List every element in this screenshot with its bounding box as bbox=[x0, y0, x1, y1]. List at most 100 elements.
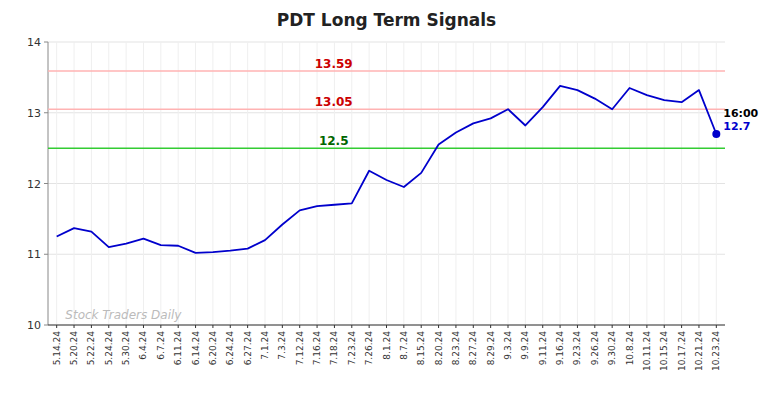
grid-line bbox=[612, 42, 613, 325]
x-tick-label: 8.7.24 bbox=[399, 331, 409, 360]
grid-line bbox=[212, 42, 213, 325]
y-tick-label: 11 bbox=[27, 248, 41, 261]
x-tick-label: 6.11.24 bbox=[173, 331, 183, 366]
x-tick bbox=[455, 325, 456, 328]
grid-line bbox=[421, 42, 422, 325]
x-tick-label: 10.17.24 bbox=[677, 331, 687, 371]
x-tick bbox=[386, 325, 387, 328]
x-tick bbox=[334, 325, 335, 328]
y-tick bbox=[44, 112, 48, 113]
x-tick bbox=[299, 325, 300, 328]
x-tick bbox=[716, 325, 717, 328]
x-tick-label: 5.22.24 bbox=[86, 331, 96, 366]
x-tick bbox=[178, 325, 179, 328]
grid-line bbox=[681, 42, 682, 325]
chart: Stock Traders Daily10111213145.14.245.20… bbox=[0, 0, 784, 398]
x-tick bbox=[473, 325, 474, 328]
x-tick-label: 10.23.24 bbox=[711, 331, 721, 371]
x-tick bbox=[525, 325, 526, 328]
grid-line bbox=[629, 42, 630, 325]
grid-line bbox=[473, 42, 474, 325]
grid-line bbox=[195, 42, 196, 325]
grid-line bbox=[299, 42, 300, 325]
x-tick-label: 6.20.24 bbox=[208, 331, 218, 366]
x-tick-label: 6.27.24 bbox=[243, 331, 253, 366]
x-tick-label: 7.18.24 bbox=[329, 331, 339, 366]
x-tick bbox=[126, 325, 127, 328]
x-tick-label: 8.27.24 bbox=[468, 331, 478, 366]
x-tick bbox=[612, 325, 613, 328]
grid-line bbox=[160, 42, 161, 325]
x-tick-label: 5.30.24 bbox=[121, 331, 131, 366]
x-tick bbox=[195, 325, 196, 328]
grid-line bbox=[698, 42, 699, 325]
grid-line bbox=[317, 42, 318, 325]
x-tick-label: 8.20.24 bbox=[434, 331, 444, 366]
y-tick-label: 14 bbox=[27, 36, 41, 49]
x-tick-label: 7.3.24 bbox=[277, 331, 287, 360]
x-tick-label: 7.12.24 bbox=[295, 331, 305, 366]
grid-line bbox=[577, 42, 578, 325]
grid bbox=[48, 42, 725, 325]
x-tick-label: 10.11.24 bbox=[642, 331, 652, 371]
x-tick bbox=[108, 325, 109, 328]
reference-label: 13.59 bbox=[315, 57, 353, 71]
x-tick bbox=[230, 325, 231, 328]
grid-line bbox=[490, 42, 491, 325]
x-tick-label: 5.24.24 bbox=[104, 331, 114, 366]
line bbox=[57, 86, 717, 253]
grid-line bbox=[247, 42, 248, 325]
x-tick-label: 9.30.24 bbox=[607, 331, 617, 366]
watermark: Stock Traders Daily bbox=[65, 308, 182, 322]
grid-line bbox=[282, 42, 283, 325]
grid-line bbox=[178, 42, 179, 325]
reference-line bbox=[48, 70, 725, 72]
plot-area bbox=[48, 71, 725, 253]
x-tick-label: 7.23.24 bbox=[347, 331, 357, 366]
reference-line bbox=[48, 147, 725, 149]
x-tick bbox=[369, 325, 370, 328]
x-tick bbox=[629, 325, 630, 328]
x-tick-label: 6.14.24 bbox=[191, 331, 201, 366]
x-tick bbox=[698, 325, 699, 328]
x-tick-label: 7.16.24 bbox=[312, 331, 322, 366]
x-tick bbox=[594, 325, 595, 328]
x-tick-label: 9.23.24 bbox=[572, 331, 582, 366]
x-tick-label: 8.15.24 bbox=[416, 331, 426, 366]
grid-line bbox=[386, 42, 387, 325]
x-tick-label: 9.26.24 bbox=[590, 331, 600, 366]
x-tick-label: 8.23.24 bbox=[451, 331, 461, 366]
x-tick-label: 5.14.24 bbox=[52, 331, 62, 366]
x-tick bbox=[560, 325, 561, 328]
grid-line bbox=[594, 42, 595, 325]
x-tick bbox=[421, 325, 422, 328]
grid-line bbox=[143, 42, 144, 325]
last-point bbox=[712, 130, 720, 138]
reference-label: 13.05 bbox=[315, 95, 353, 109]
x-tick-label: 10.8.24 bbox=[625, 331, 635, 366]
x-tick bbox=[264, 325, 265, 328]
x-tick bbox=[681, 325, 682, 328]
grid-line bbox=[74, 42, 75, 325]
y-tick bbox=[44, 42, 48, 43]
x-tick bbox=[317, 325, 318, 328]
grid-line bbox=[369, 42, 370, 325]
y-tick-label: 10 bbox=[27, 319, 41, 332]
annotation: 12.7 bbox=[723, 120, 750, 133]
x-tick-label: 10.21.24 bbox=[694, 331, 704, 371]
x-tick bbox=[143, 325, 144, 328]
grid-line bbox=[334, 42, 335, 325]
y-tick bbox=[44, 183, 48, 184]
grid-line bbox=[508, 42, 509, 325]
reference-line bbox=[48, 108, 725, 110]
y-tick bbox=[44, 254, 48, 255]
grid-line bbox=[230, 42, 231, 325]
grid-line bbox=[126, 42, 127, 325]
x-tick-label: 8.1.24 bbox=[382, 331, 392, 360]
x-tick-label: 7.26.24 bbox=[364, 331, 374, 366]
grid-line bbox=[403, 42, 404, 325]
x-tick bbox=[247, 325, 248, 328]
x-tick bbox=[664, 325, 665, 328]
grid-line bbox=[525, 42, 526, 325]
x-tick bbox=[160, 325, 161, 328]
